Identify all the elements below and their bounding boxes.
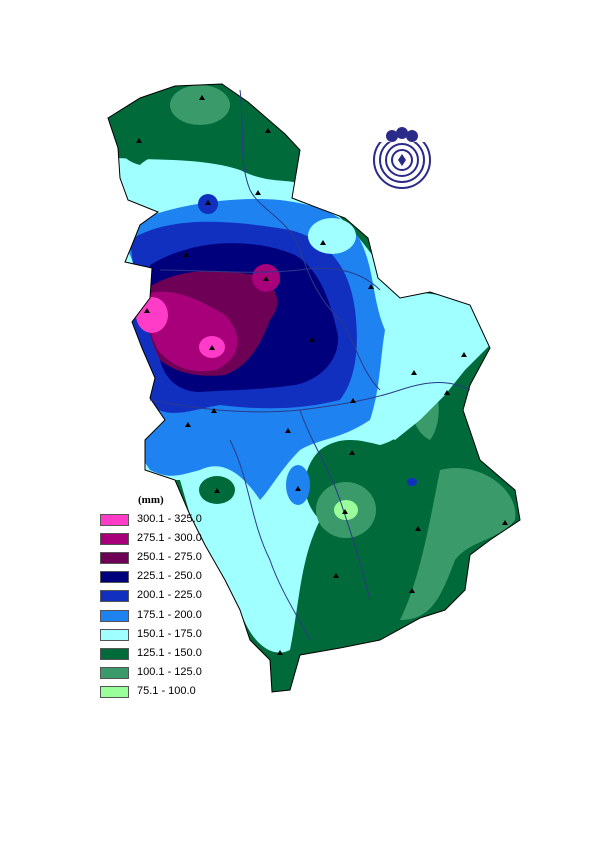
legend-swatch <box>100 590 129 603</box>
legend-item: 200.1 - 225.0 <box>100 588 240 607</box>
station-marker <box>295 486 301 491</box>
station-marker <box>309 337 315 342</box>
legend-item: 300.1 - 325.0 <box>100 512 240 531</box>
station-marker <box>265 128 271 133</box>
station-marker <box>444 390 450 395</box>
legend-item: 175.1 - 200.0 <box>100 608 240 627</box>
legend-swatch <box>100 514 129 526</box>
legend-swatch <box>100 628 129 641</box>
country-border <box>107 83 521 693</box>
legend-swatch <box>100 609 129 622</box>
legend-range-label: 150.1 - 175.0 <box>137 627 202 640</box>
station-marker <box>144 308 150 313</box>
station-marker <box>461 352 467 357</box>
legend-item: 125.1 - 150.0 <box>100 646 240 665</box>
legend-swatch <box>100 666 129 679</box>
legend-item: 75.1 - 100.0 <box>100 684 240 703</box>
legend-item: 150.1 - 175.0 <box>100 627 240 646</box>
legend-swatch <box>100 685 129 698</box>
station-marker <box>349 450 355 455</box>
legend-range-label: 175.1 - 200.0 <box>137 608 202 621</box>
station-marker <box>211 408 217 413</box>
legend-range-label: 250.1 - 275.0 <box>137 551 202 564</box>
station-marker <box>209 345 215 350</box>
station-marker <box>411 370 417 375</box>
station-marker <box>255 190 261 195</box>
station-marker <box>409 588 415 593</box>
legend-range-label: 200.1 - 225.0 <box>137 589 202 602</box>
station-marker <box>415 526 421 531</box>
legend-range-label: 125.1 - 150.0 <box>137 646 202 659</box>
legend-item: 100.1 - 125.0 <box>100 665 240 684</box>
legend-range-label: 225.1 - 250.0 <box>137 570 202 583</box>
station-marker <box>205 200 211 205</box>
legend-range-label: 100.1 - 125.0 <box>137 665 202 678</box>
legend-range-label: 300.1 - 325.0 <box>137 513 202 525</box>
legend-swatch <box>100 533 129 546</box>
legend-swatch <box>100 647 129 660</box>
station-marker <box>350 398 356 403</box>
station-marker <box>333 573 339 578</box>
hydrometeorological-service-logo <box>372 127 432 189</box>
legend-range-label: 75.1 - 100.0 <box>137 684 196 697</box>
station-marker <box>183 252 189 257</box>
station-marker <box>320 240 326 245</box>
station-marker <box>185 422 191 427</box>
legend-swatch <box>100 571 129 584</box>
station-marker <box>285 428 291 433</box>
legend-range-label: 275.1 - 300.0 <box>137 532 202 545</box>
legend-swatch <box>100 552 129 565</box>
station-marker <box>368 284 374 289</box>
legend-unit: (mm) <box>138 494 164 506</box>
weather-stations <box>136 95 508 655</box>
legend-item: 225.1 - 250.0 <box>100 569 240 588</box>
station-marker <box>214 488 220 493</box>
station-marker <box>199 95 205 100</box>
station-marker <box>502 520 508 525</box>
station-marker <box>342 509 348 514</box>
station-marker <box>136 138 142 143</box>
legend-item: 275.1 - 300.0 <box>100 531 240 550</box>
station-marker <box>277 650 283 655</box>
legend-item: 250.1 - 275.0 <box>100 550 240 569</box>
station-marker <box>263 276 269 281</box>
